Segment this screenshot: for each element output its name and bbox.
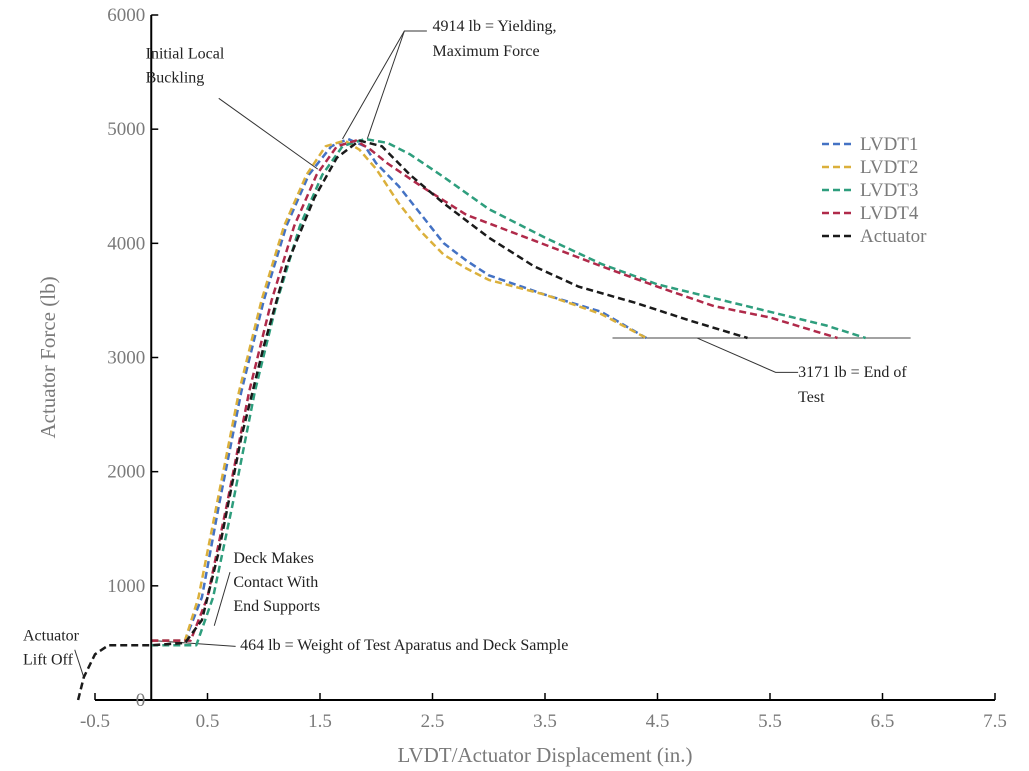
annotation-text: Deck Makes bbox=[233, 550, 313, 567]
legend-entry-lvdt4: LVDT4 bbox=[860, 203, 919, 224]
series-line-lvdt1 bbox=[151, 137, 647, 642]
annotation-text: Lift Off bbox=[23, 652, 74, 669]
annotations: 4914 lb = Yielding, Maximum Force Initial … bbox=[23, 18, 907, 669]
y-tick-label: 2000 bbox=[107, 462, 145, 483]
legend-entry-actuator: Actuator bbox=[860, 226, 927, 247]
annotation-text: Initial Local bbox=[146, 45, 225, 62]
x-tick-label: 2.5 bbox=[421, 711, 445, 732]
annotation-text: 3171 lb = End of bbox=[798, 364, 907, 381]
annotation-text: End Supports bbox=[233, 598, 320, 615]
x-tick-label: 6.5 bbox=[871, 711, 895, 732]
series-line-lvdt4 bbox=[151, 139, 838, 642]
annotation-text: Maximum Force bbox=[433, 43, 540, 60]
legend-entry-lvdt2: LVDT2 bbox=[860, 157, 918, 178]
annotation-leaders bbox=[74, 30, 799, 678]
series-line-actuator bbox=[76, 139, 748, 701]
annotation-text: Actuator bbox=[23, 628, 80, 645]
legend-entry-lvdt3: LVDT3 bbox=[860, 180, 918, 201]
x-tick-label: 5.5 bbox=[758, 711, 782, 732]
annotation-leader-line bbox=[342, 30, 427, 140]
x-ticks: -0.5 0.5 1.5 2.5 3.5 4.5 5.5 6.5 7.5 bbox=[80, 693, 1007, 732]
x-tick-label: 3.5 bbox=[533, 711, 557, 732]
annotation-leader-line bbox=[696, 337, 799, 373]
y-tick-label: 1000 bbox=[107, 576, 145, 597]
annotation-text: Contact With bbox=[233, 574, 318, 591]
y-tick-label: 4000 bbox=[107, 233, 145, 254]
y-tick-label: 0 bbox=[136, 690, 146, 711]
y-tick-label: 5000 bbox=[107, 119, 145, 140]
y-tick-label: 3000 bbox=[107, 348, 145, 369]
x-tick-label: 1.5 bbox=[308, 711, 332, 732]
annotation-leader-line bbox=[74, 649, 85, 678]
series-line-lvdt2 bbox=[151, 139, 647, 642]
annotation-text: 464 lb = Weight of Test Aparatus and Dec… bbox=[240, 637, 568, 654]
annotation-leader-line bbox=[366, 30, 405, 140]
y-ticks: 0 1000 2000 3000 4000 5000 6000 bbox=[107, 5, 159, 711]
x-tick-label: 7.5 bbox=[983, 711, 1007, 732]
annotation-text: Test bbox=[798, 389, 825, 406]
y-tick-label: 6000 bbox=[107, 5, 145, 26]
axes bbox=[95, 15, 995, 701]
y-axis-title: Actuator Force (lb) bbox=[36, 276, 60, 438]
series-lines bbox=[76, 137, 866, 701]
annotation-text: Buckling bbox=[146, 69, 205, 86]
annotation-leader-line bbox=[213, 571, 231, 626]
x-axis-title: LVDT/Actuator Displacement (in.) bbox=[398, 743, 693, 767]
x-tick-label: 0.5 bbox=[196, 711, 220, 732]
x-tick-label: -0.5 bbox=[80, 711, 110, 732]
legend-entry-lvdt1: LVDT1 bbox=[860, 134, 918, 155]
annotation-leader-line bbox=[218, 97, 319, 170]
annotation-text: 4914 lb = Yielding, bbox=[433, 18, 557, 35]
x-tick-label: 4.5 bbox=[646, 711, 670, 732]
series-line-lvdt3 bbox=[151, 137, 866, 647]
